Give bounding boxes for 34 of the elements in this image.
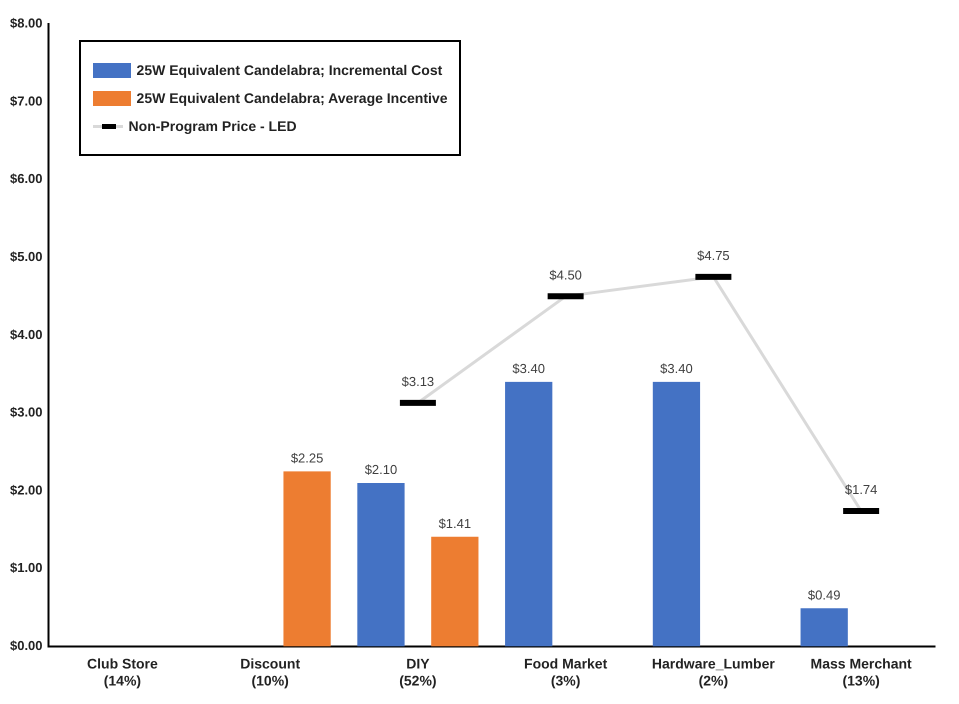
y-tick-label: $1.00 bbox=[10, 560, 43, 576]
data-label: $1.41 bbox=[438, 516, 472, 531]
legend-label: 25W Equivalent Candelabra; Incremental Cost bbox=[136, 62, 442, 78]
x-tick-label: Hardware_Lumber (2%) bbox=[652, 656, 776, 688]
bar bbox=[505, 382, 552, 646]
legend-label: 25W Equivalent Candelabra; Average Incentive bbox=[136, 90, 448, 106]
bar bbox=[283, 471, 331, 646]
x-tick-label: Mass Merchant (13%) bbox=[810, 656, 912, 688]
y-tick-label: $6.00 bbox=[10, 171, 43, 186]
bar bbox=[431, 536, 478, 646]
bar bbox=[357, 483, 405, 646]
data-label: $3.40 bbox=[660, 360, 693, 376]
data-label: $3.40 bbox=[512, 360, 545, 376]
y-tick-label: $4.00 bbox=[10, 326, 43, 342]
x-tick-label: Club Store (14%) bbox=[87, 656, 158, 688]
data-label: $2.10 bbox=[364, 462, 398, 478]
y-tick-label: $2.00 bbox=[10, 482, 43, 498]
legend-label: Non-Program Price - LED bbox=[128, 118, 297, 134]
y-tick-label: $0.00 bbox=[10, 638, 43, 653]
x-tick-label: Food Market (3%) bbox=[524, 656, 608, 688]
data-label: $1.74 bbox=[844, 482, 878, 498]
data-label: $4.50 bbox=[549, 267, 582, 282]
bar bbox=[652, 382, 700, 646]
x-tick-label: Discount (10%) bbox=[240, 656, 300, 688]
y-tick-label: $8.00 bbox=[10, 16, 43, 31]
data-label: $2.25 bbox=[290, 450, 324, 466]
y-tick-label: $5.00 bbox=[10, 248, 43, 264]
bar bbox=[800, 608, 848, 646]
data-label: $3.13 bbox=[402, 374, 434, 389]
data-label: $0.49 bbox=[808, 587, 840, 602]
y-tick-label: $7.00 bbox=[10, 93, 43, 108]
data-label: $4.75 bbox=[697, 248, 730, 263]
y-tick-label: $3.00 bbox=[10, 404, 43, 420]
x-tick-label: DIY (52%) bbox=[399, 656, 437, 688]
